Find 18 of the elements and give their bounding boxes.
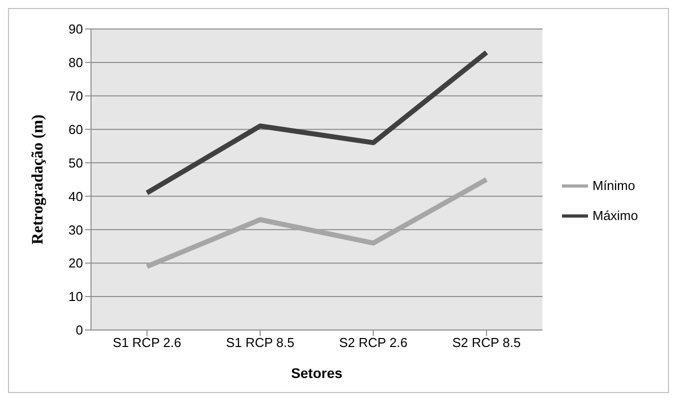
y-tick-label: 90 [68, 22, 83, 37]
y-tick-label: 60 [68, 122, 83, 137]
y-tick-label: 50 [68, 155, 83, 170]
legend-label: Mínimo [592, 178, 636, 192]
x-axis-title: Setores [291, 365, 343, 381]
x-tick-label: S1 RCP 8.5 [226, 335, 294, 350]
x-tick-label: S2 RCP 8.5 [452, 335, 521, 350]
y-tick-label: 70 [68, 88, 83, 104]
legend-label: Máximo [592, 208, 638, 222]
y-tick-label: 40 [68, 188, 83, 204]
y-tick-label: 20 [68, 256, 83, 271]
y-tick-label: 0 [76, 322, 83, 338]
y-tick-label: 10 [68, 289, 83, 304]
y-tick-label: 80 [68, 55, 83, 70]
x-tick-label: S2 RCP 2.6 [339, 335, 408, 350]
x-tick-label: S1 RCP 2.6 [112, 335, 182, 350]
y-axis-title: Retrogradação (m) [30, 114, 47, 244]
y-tick-label: 30 [68, 222, 83, 238]
